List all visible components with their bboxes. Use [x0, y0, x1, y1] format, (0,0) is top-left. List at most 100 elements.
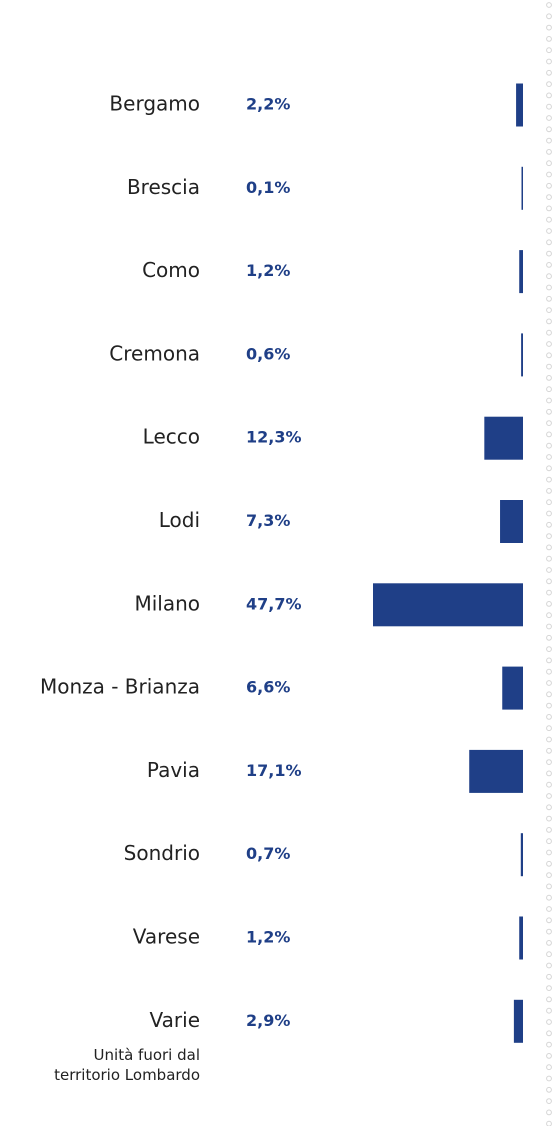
dot-divider: [546, 544, 552, 551]
dot-divider: [546, 58, 552, 65]
dot-divider: [546, 533, 552, 539]
bar: [484, 416, 523, 460]
dot-divider: [546, 137, 552, 144]
category-label: Brescia: [127, 175, 200, 199]
dot-divider: [546, 13, 552, 20]
dot-divider: [546, 36, 552, 42]
bar: [500, 500, 523, 543]
value-label: 1,2%: [246, 261, 290, 280]
bar: [516, 83, 523, 127]
dot-divider: [546, 894, 552, 901]
dot-divider: [546, 589, 552, 596]
category-label: Lodi: [159, 508, 200, 532]
dot-divider: [546, 160, 552, 167]
dot-divider: [546, 1019, 552, 1025]
bar: [502, 666, 523, 710]
value-label: 0,1%: [246, 178, 290, 197]
value-label: 1,2%: [246, 928, 290, 947]
dot-divider: [546, 476, 552, 483]
value-label: 47,7%: [246, 594, 302, 613]
dot-divider: [546, 1120, 552, 1126]
dot-divider: [546, 906, 552, 912]
dot-divider: [546, 860, 552, 867]
dot-divider: [546, 284, 552, 291]
dot-divider: [546, 657, 552, 664]
dot-divider: [546, 917, 552, 924]
dot-divider: [546, 985, 552, 991]
dot-divider: [546, 759, 552, 765]
dot-divider: [546, 24, 552, 31]
category-label: Monza - Brianza: [40, 675, 200, 699]
dot-divider: [546, 510, 552, 517]
annotation: territorio Lombardo: [54, 1066, 200, 1084]
dot-divider: [546, 725, 552, 732]
dot-divider: [546, 646, 552, 652]
category-label: Cremona: [109, 341, 200, 365]
category-label: Varie: [150, 1008, 200, 1032]
dot-divider: [546, 216, 552, 223]
dot-divider: [546, 815, 552, 822]
dot-divider: [546, 1064, 552, 1071]
dot-divider: [546, 747, 552, 754]
value-label: 12,3%: [246, 428, 302, 447]
dot-divider: [546, 702, 552, 709]
dot-divider: [546, 781, 552, 788]
dot-divider: [546, 2, 552, 8]
dot-divider: [546, 273, 552, 280]
value-label: 7,3%: [246, 511, 290, 530]
dot-divider: [546, 872, 552, 878]
value-label: 2,2%: [246, 95, 290, 114]
dot-divider: [546, 431, 552, 438]
dot-divider: [546, 465, 552, 472]
value-label: 2,9%: [246, 1011, 290, 1030]
category-label: Lecco: [143, 425, 200, 449]
dot-divider: [546, 171, 552, 178]
dot-divider: [546, 341, 552, 347]
dot-divider: [546, 714, 552, 720]
dot-divider: [546, 386, 552, 393]
dot-divider: [546, 962, 552, 969]
dot-divider: [546, 92, 552, 99]
dot-divider: [546, 352, 552, 359]
dot-divider: [546, 555, 552, 562]
dot-divider: [546, 408, 552, 415]
dot-divider: [546, 1109, 552, 1116]
dot-divider: [546, 1030, 552, 1037]
dot-divider: [546, 1098, 552, 1104]
bar: [513, 999, 523, 1043]
dot-divider: [546, 262, 552, 268]
dot-divider: [546, 363, 552, 370]
bar: [521, 333, 523, 377]
value-label: 0,6%: [246, 344, 290, 363]
bar: [373, 583, 523, 627]
dot-divider: [546, 680, 552, 686]
dot-divider: [546, 488, 552, 494]
dot-divider: [546, 126, 552, 133]
dot-divider: [546, 307, 552, 314]
dot-divider: [546, 182, 552, 189]
dot-divider: [546, 623, 552, 630]
dot-divider: [546, 420, 552, 427]
dot-divider: [546, 239, 552, 246]
dot-divider: [546, 838, 552, 845]
dot-divider: [546, 250, 552, 257]
dot-divider: [546, 1041, 552, 1048]
dot-divider: [546, 442, 552, 449]
dot-divider: [546, 521, 552, 528]
dot-divider: [546, 329, 552, 336]
bar: [520, 833, 523, 877]
dot-divider: [546, 849, 552, 856]
dot-divider: [546, 736, 552, 743]
dot-divider: [546, 691, 552, 698]
dot-divider: [546, 827, 552, 833]
value-label: 0,7%: [246, 844, 290, 863]
category-label: Como: [142, 258, 200, 282]
value-label: 6,6%: [246, 678, 290, 697]
dot-divider: [546, 397, 552, 404]
dot-divider: [546, 149, 552, 155]
dot-divider: [546, 567, 552, 573]
dot-divider: [546, 770, 552, 777]
dot-divider: [546, 668, 552, 675]
dot-divider: [546, 1075, 552, 1082]
